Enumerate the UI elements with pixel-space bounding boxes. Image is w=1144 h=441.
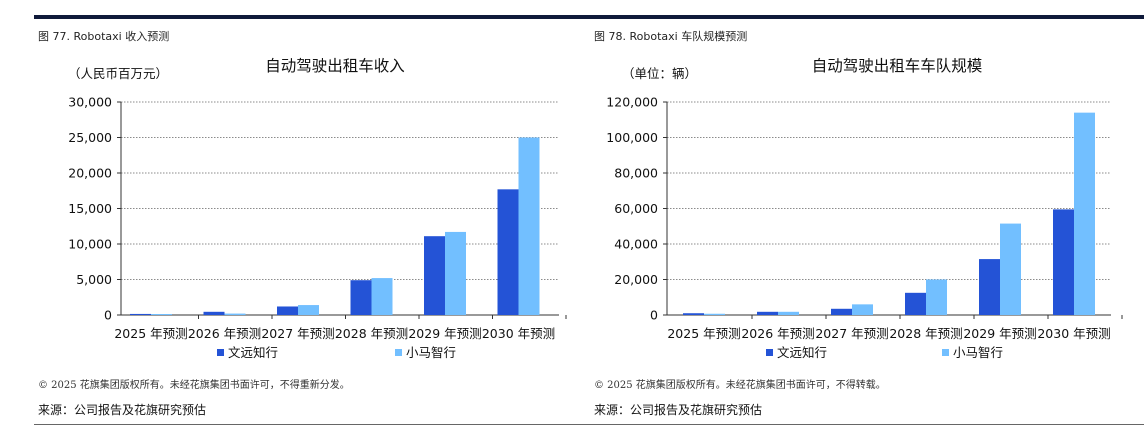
legend-swatch	[766, 349, 773, 356]
bar-series1	[130, 313, 151, 315]
bar-series1	[424, 236, 445, 315]
y-tick-label: 120,000	[606, 95, 658, 110]
y-tick-label: 25,000	[68, 130, 112, 145]
bar-series1	[350, 280, 372, 315]
y-tick-label: 0	[104, 308, 112, 323]
copyright-notice: © 2025 花旗集团版权所有。未经花旗集团书面许可，不得转载。	[594, 380, 886, 391]
x-tick-label: 2028 年预测	[335, 326, 408, 341]
bar-series1	[905, 292, 926, 315]
bar-series1	[277, 306, 298, 315]
y-tick-label: 20,000	[68, 166, 112, 181]
y-tick-label: 80,000	[614, 166, 658, 181]
y-tick-label: 30,000	[68, 95, 112, 110]
bar-series2	[852, 304, 873, 315]
x-tick-label: 2030 年预测	[1037, 326, 1110, 341]
top-rule	[34, 15, 1144, 19]
x-tick-label: 2029 年预测	[408, 326, 481, 341]
bar-series2	[778, 311, 799, 315]
figure-caption: 图 77. Robotaxi 收入预测	[38, 30, 170, 43]
fleet-chart: 自动驾驶出租车车队规模 （单位：辆） 0 20,000 40,000 60,000 80,0…	[606, 57, 1123, 360]
x-tick-label: 2026 年预测	[741, 326, 814, 341]
bottom-rule	[34, 424, 1144, 425]
bar-series1	[979, 259, 1000, 315]
x-tick-label: 2028 年预测	[889, 326, 962, 341]
x-tick-label: 2030 年预测	[482, 326, 555, 341]
y-tick-label: 20,000	[614, 272, 658, 287]
bar-series2	[518, 137, 540, 315]
legend-swatch	[942, 349, 949, 356]
bar-series2	[1000, 223, 1021, 315]
bar-series2	[445, 231, 466, 315]
bar-series2	[371, 278, 393, 315]
bar-series2	[224, 313, 246, 315]
x-tick-label: 2025 年预测	[667, 326, 740, 341]
source-note: 来源：公司报告及花旗研究预估	[38, 403, 207, 417]
y-tick-label: 10,000	[68, 237, 112, 252]
chart-title: 自动驾驶出租车收入	[265, 57, 405, 75]
x-tick-label: 2029 年预测	[963, 326, 1036, 341]
revenue-panel: 图 77. Robotaxi 收入预测 自动驾驶出租车收入 （人民币百万元） 0 5,…	[34, 19, 590, 424]
bar-series2	[151, 314, 172, 315]
chart-title: 自动驾驶出租车车队规模	[812, 57, 983, 75]
x-tick-label: 2026 年预测	[188, 326, 261, 341]
y-tick-label: 15,000	[68, 201, 112, 216]
bar-series2	[926, 279, 947, 315]
bar-series2	[704, 313, 725, 315]
revenue-chart: 自动驾驶出租车收入 （人民币百万元） 0 5,000 10,000 15,000 20,00…	[68, 57, 567, 360]
legend-label: 文远知行	[777, 345, 827, 360]
copyright-notice: © 2025 花旗集团版权所有。未经花旗集团书面许可，不得重新分发。	[38, 380, 350, 391]
legend-swatch	[217, 349, 224, 356]
x-tick-label: 2025 年预测	[114, 326, 187, 341]
legend-swatch	[395, 349, 402, 356]
bar-series2	[298, 305, 319, 315]
bar-series2	[1074, 112, 1095, 316]
y-axis-unit-label: （人民币百万元）	[68, 66, 168, 81]
y-tick-label: 5,000	[76, 272, 112, 287]
x-tick-label: 2027 年预测	[261, 326, 334, 341]
legend-label: 小马智行	[406, 345, 456, 360]
bar-series1	[497, 189, 519, 315]
y-tick-label: 0	[650, 308, 658, 323]
fleet-panel: 图 78. Robotaxi 车队规模预测 自动驾驶出租车车队规模 （单位：辆） 0…	[590, 19, 1144, 424]
y-tick-label: 40,000	[614, 237, 658, 252]
bar-series1	[203, 311, 225, 315]
bar-series1	[1053, 209, 1074, 315]
bar-series1	[831, 308, 852, 315]
legend-label: 小马智行	[953, 345, 1003, 360]
bar-series1	[757, 311, 778, 315]
y-tick-label: 100,000	[606, 130, 658, 145]
figure-caption: 图 78. Robotaxi 车队规模预测	[594, 30, 748, 43]
bar-series1	[683, 313, 704, 315]
y-tick-label: 60,000	[614, 201, 658, 216]
x-tick-label: 2027 年预测	[815, 326, 888, 341]
y-axis-unit-label: （单位：辆）	[622, 66, 697, 81]
source-note: 来源：公司报告及花旗研究预估	[594, 403, 763, 417]
legend-label: 文远知行	[228, 345, 278, 360]
